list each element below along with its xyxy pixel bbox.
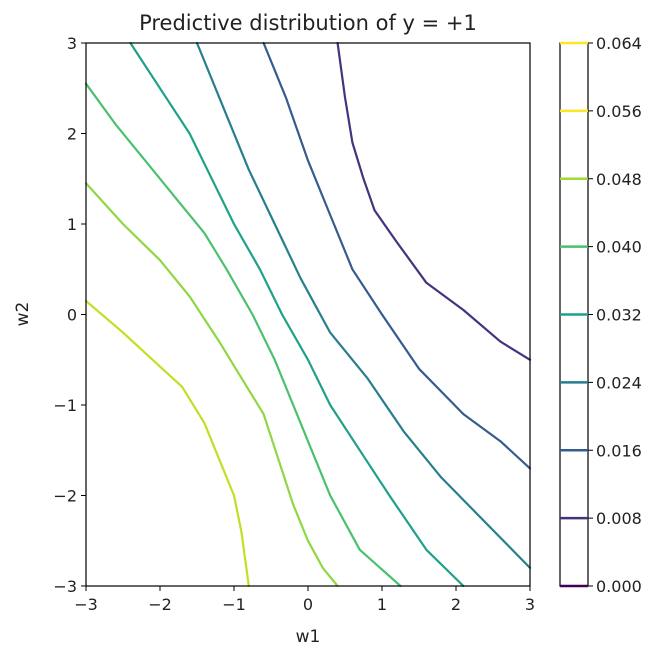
plot-frame (85, 42, 531, 587)
y-tick-label: −1 (53, 396, 77, 415)
y-axis: −3 −2 −1 0 1 2 3 (53, 34, 86, 596)
x-tick-label: −3 (74, 595, 98, 614)
x-axis: −3 −2 −1 0 1 2 3 (74, 586, 535, 614)
x-tick-label: 2 (451, 595, 461, 614)
colorbar-tick-label: 0.000 (596, 577, 642, 596)
colorbar-tick-label: 0.048 (596, 170, 642, 189)
colorbar: 0.000 0.008 0.016 0.024 0.032 0.040 0.048 0.056… (559, 34, 642, 596)
colorbar-tick-label: 0.024 (596, 373, 642, 392)
chart-title: Predictive distribution of y = +1 (139, 11, 477, 35)
contour-line-3 (129, 41, 465, 588)
y-tick-label: 2 (67, 125, 77, 144)
x-tick-label: −1 (222, 595, 246, 614)
y-tick-label: 3 (67, 34, 77, 53)
contour-line-1 (262, 41, 532, 470)
x-axis-label: w1 (296, 627, 321, 647)
colorbar-tick-label: 0.064 (596, 34, 642, 53)
x-tick-label: 3 (525, 595, 535, 614)
x-tick-label: −2 (148, 595, 172, 614)
x-tick-label: 0 (303, 595, 313, 614)
colorbar-tick-label: 0.032 (596, 306, 642, 325)
contour-line-2 (195, 41, 532, 569)
x-tick-label: 1 (377, 595, 387, 614)
contour-line-5 (84, 182, 339, 588)
colorbar-tick-label: 0.016 (596, 441, 642, 460)
contour-lines (84, 41, 532, 588)
colorbar-tick-label: 0.008 (596, 509, 642, 528)
contour-line-6 (84, 299, 250, 588)
y-tick-label: −2 (53, 487, 77, 506)
contour-line-0 (336, 41, 532, 361)
y-tick-label: 0 (67, 306, 77, 325)
colorbar-tick-label: 0.056 (596, 102, 642, 121)
colorbar-tick-label: 0.040 (596, 238, 642, 257)
y-axis-label: w2 (13, 302, 33, 327)
contour-line-4 (84, 82, 402, 588)
y-tick-label: 1 (67, 215, 77, 234)
y-tick-label: −3 (53, 577, 77, 596)
